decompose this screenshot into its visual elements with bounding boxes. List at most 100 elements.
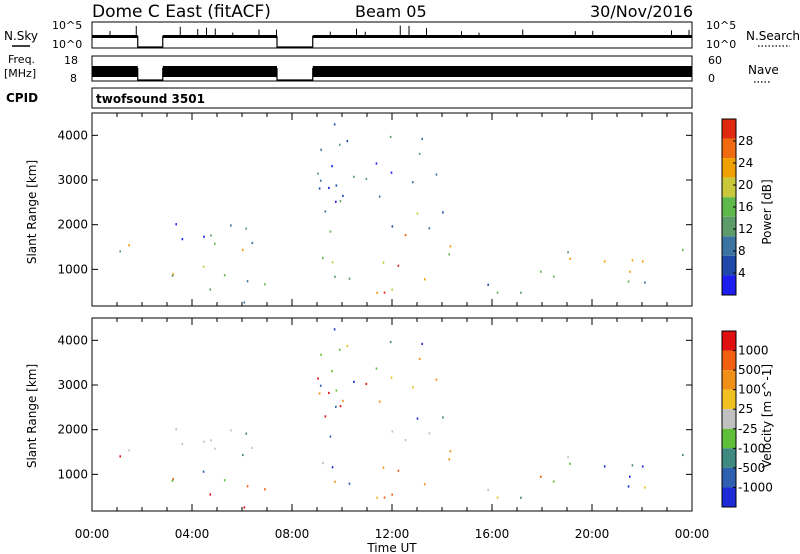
freq-units: [MHz]	[4, 67, 36, 80]
velocity-cell	[329, 435, 332, 438]
power-cell	[423, 278, 426, 281]
freq-panel: Freq. [MHz] 18 8 60 0 Nave	[4, 53, 779, 85]
power-cell	[223, 274, 226, 277]
nave-tick-low: 0	[708, 72, 715, 85]
power-cell	[442, 211, 444, 214]
xtick-label: 12:00	[375, 527, 410, 541]
power-cell	[641, 260, 644, 263]
power-cell	[448, 253, 451, 256]
velocity-colorbar-swatch	[722, 428, 736, 449]
velocity-cell	[243, 506, 246, 509]
velocity-cell	[214, 447, 216, 450]
power-cell	[119, 250, 121, 253]
power-cell	[627, 280, 630, 283]
power-cell	[331, 261, 334, 264]
power-yticks: 4000 3000 2000 1000	[57, 128, 692, 276]
velocity-cell	[628, 475, 631, 478]
velocity-cell	[331, 466, 334, 469]
nsky-panel: N.Sky 10^5 10^0 10^5 10^0 N.Search	[4, 19, 800, 51]
nave-tick-high: 60	[708, 54, 722, 67]
nsky-gap-line	[137, 36, 314, 48]
velocity-cell	[339, 405, 342, 408]
xaxis-title: Time UT	[366, 541, 417, 554]
power-cell	[376, 291, 378, 294]
power-cell	[628, 270, 631, 273]
power-cell	[404, 234, 407, 237]
power-cell	[334, 275, 336, 278]
velocity-cell	[230, 429, 232, 432]
ytick-label: 2000	[57, 218, 88, 232]
velocity-cell	[383, 496, 386, 499]
radar-title: Dome C East (fitACF)	[92, 2, 271, 22]
velocity-cell	[203, 440, 205, 443]
velocity-colorbar-tick-label: 100	[738, 383, 761, 397]
velocity-cell	[264, 488, 266, 491]
velocity-cell	[181, 443, 184, 446]
ytick-label: 4000	[57, 333, 88, 347]
velocity-cell	[365, 382, 368, 386]
date-label: 30/Nov/2016	[590, 2, 693, 21]
power-cell	[631, 259, 634, 262]
power-cell	[181, 238, 184, 241]
velocity-cell	[449, 450, 452, 453]
nave-label: Nave	[748, 63, 779, 77]
power-cell	[331, 165, 333, 168]
velocity-cell	[567, 456, 569, 459]
power-cell	[567, 251, 569, 254]
power-colorbar-swatch	[722, 158, 736, 178]
velocity-cell	[171, 479, 174, 482]
power-cell	[338, 143, 341, 146]
velocity-cell	[641, 465, 644, 468]
velocity-cell	[241, 453, 244, 457]
power-cell	[329, 230, 332, 233]
power-colorbar-tick-label: 16	[738, 200, 753, 214]
time-axis-labels: 00:00 04:00 08:00 12:00 16:00 20:00 00:00	[75, 527, 710, 541]
power-colorbar-tick-label: 24	[738, 156, 753, 170]
power-colorbar-tick-label: 12	[738, 222, 753, 236]
velocity-colorbar: 1000 500 100 25 -25 -100 -500 -1000	[721, 330, 773, 508]
velocity-panel: 4000 3000 2000 1000 Slant Range [km]	[25, 317, 693, 512]
velocity-colorbar-tick-label: -1000	[738, 480, 773, 494]
nsky-tick-low: 10^0	[52, 38, 82, 51]
velocity-cell	[328, 391, 330, 395]
velocity-colorbar-tick-label: -25	[738, 422, 758, 436]
velocity-cell	[209, 493, 212, 496]
velocity-cell	[319, 384, 322, 387]
nsky-band	[312, 35, 692, 38]
power-colorbar-swatch	[722, 138, 736, 159]
power-cell	[202, 265, 205, 268]
freq-band	[92, 66, 138, 77]
power-colorbar-tick-label: 4	[738, 266, 746, 280]
power-colorbar-tick-label: 28	[738, 134, 753, 148]
nsearch-tick-low: 10^0	[706, 38, 736, 51]
velocity-cell	[487, 488, 489, 491]
freq-tick-high: 18	[64, 54, 78, 67]
velocity-cell	[540, 475, 542, 478]
velocity-cell	[324, 415, 327, 418]
power-colorbar-swatch	[722, 236, 736, 256]
freq-frame	[91, 55, 693, 82]
power-cell	[333, 123, 336, 126]
ytick-label: 3000	[57, 378, 88, 392]
velocity-cell	[552, 480, 555, 483]
power-cell	[375, 162, 378, 165]
ytick-label: 2000	[57, 423, 88, 437]
power-cell	[245, 227, 248, 230]
power-colorbar-tick-label: 8	[738, 244, 746, 258]
velocity-cell	[627, 485, 630, 488]
nsky-trace	[92, 25, 692, 48]
power-xticks	[91, 113, 693, 306]
ytick-label: 3000	[57, 173, 88, 187]
power-cell	[203, 235, 205, 238]
power-cell	[322, 256, 324, 260]
power-cell	[681, 248, 684, 252]
velocity-colorbar-swatch	[722, 487, 736, 507]
freq-trace	[92, 66, 692, 81]
ytick-label: 4000	[57, 128, 88, 142]
power-colorbar: 28 24 20 16 12 8 4	[721, 118, 753, 296]
power-cell	[383, 291, 386, 294]
velocity-colorbar-swatch	[722, 389, 736, 410]
power-colorbar-swatch	[722, 197, 736, 217]
velocity-colorbar-swatch	[722, 350, 736, 371]
velocity-cell	[335, 405, 337, 408]
